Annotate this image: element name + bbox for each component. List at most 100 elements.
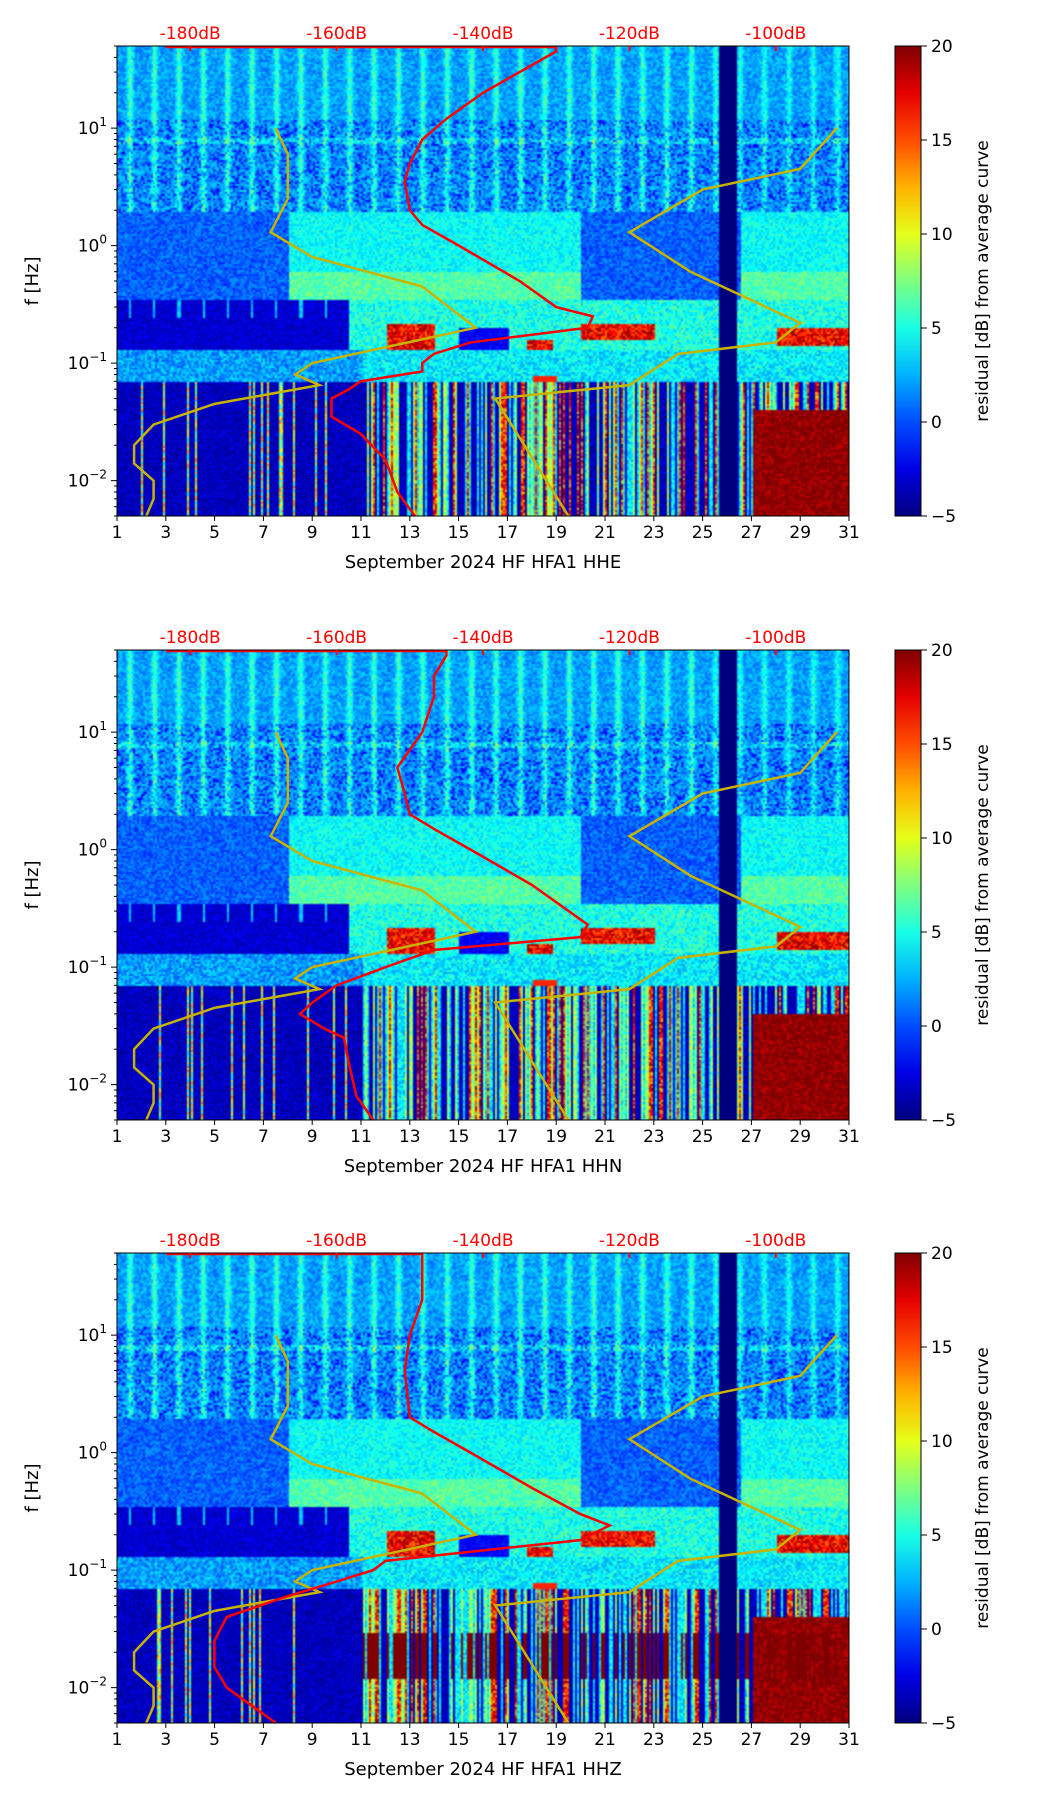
x-tick-label: 29: [789, 1730, 811, 1750]
colorbar-tick-label: 15: [931, 1338, 953, 1358]
top-db-tick-label: -140dB: [452, 628, 513, 648]
y-tick-label: 10^-110−1: [68, 954, 107, 978]
x-tick-label: 5: [209, 1730, 220, 1750]
x-tick-label: 15: [448, 1127, 470, 1147]
y-tick-base: 10: [68, 1561, 90, 1581]
spectrogram-image: [117, 650, 849, 1120]
x-tick-label: 9: [307, 1730, 318, 1750]
spectrogram-panel-hhe: 1 3 5 7 9 11 13 15 17 19 21 23 25 27 29 31 -180dB -160dB -…: [0, 24, 1052, 646]
colorbar-tick-label: 10: [931, 225, 953, 245]
top-db-tick-label: -100dB: [745, 24, 806, 44]
x-tick-label: 25: [692, 1127, 714, 1147]
colorbar-label: residual [dB] from average curve: [973, 744, 993, 1025]
y-tick-exponent: 1: [99, 1322, 107, 1336]
chart-axes: 1 3 5 7 9 11 13 15 17 19 21 23 25 27 29 31-180dB -160dB -…: [22, 24, 993, 573]
chart-axes: 1 3 5 7 9 11 13 15 17 19 21 23 25 27 29 31-180dB -160dB -…: [22, 628, 993, 1177]
top-db-tick-label: -160dB: [306, 628, 367, 648]
colorbar-tick-label: 20: [931, 37, 953, 57]
x-tick-label: 7: [258, 1127, 269, 1147]
y-tick-label: 10^1101: [78, 115, 107, 139]
x-tick-label: 27: [741, 1730, 763, 1750]
top-db-tick-label: -140dB: [452, 1231, 513, 1251]
x-tick-label: 17: [497, 1730, 519, 1750]
colorbar-tick-label: 0: [931, 1017, 942, 1037]
y-tick-exponent: −2: [89, 1072, 107, 1086]
x-tick-label: 3: [160, 1730, 171, 1750]
colorbar-tick-label: 20: [931, 641, 953, 661]
colorbar-tick-label: 0: [931, 413, 942, 433]
y-tick-label: 10^-110−1: [68, 350, 107, 374]
red-curve: [166, 1252, 613, 1725]
y-tick-base: 10: [68, 958, 90, 978]
colorbar-label: residual [dB] from average curve: [973, 140, 993, 421]
x-tick-label: 23: [643, 523, 665, 543]
y-tick-base: 10: [78, 1444, 100, 1464]
y-tick-exponent: −1: [89, 350, 107, 364]
x-tick-label: 27: [741, 1127, 763, 1147]
y-tick-exponent: −1: [89, 1557, 107, 1571]
colorbar-tick-label: 5: [931, 923, 942, 943]
x-tick-label: 11: [350, 1127, 372, 1147]
y-tick-base: 10: [78, 237, 100, 257]
y-tick-label: 10^1101: [78, 719, 107, 743]
y-tick-base: 10: [78, 723, 100, 743]
x-tick-label: 21: [594, 523, 616, 543]
x-tick-label: 3: [160, 523, 171, 543]
x-tick-label: 3: [160, 1127, 171, 1147]
x-tick-label: 23: [643, 1127, 665, 1147]
y-tick-label: 10^0100: [78, 233, 107, 257]
y-tick-base: 10: [78, 841, 100, 861]
spectrogram-panel-hhz: 1 3 5 7 9 11 13 15 17 19 21 23 25 27 29 31 -180dB -160dB -…: [0, 1231, 1052, 1806]
top-db-tick-label: -120dB: [599, 24, 660, 44]
top-db-tick-label: -100dB: [745, 1231, 806, 1251]
x-tick-label: 19: [545, 523, 567, 543]
colorbar-tick-label: 15: [931, 131, 953, 151]
colorbar-tick-label: −5: [931, 1714, 956, 1734]
colorbar-tick-label: 0: [931, 1620, 942, 1640]
colorbar-label: residual [dB] from average curve: [973, 1347, 993, 1628]
x-tick-label: 25: [692, 1730, 714, 1750]
y-tick-label: 10^0100: [78, 837, 107, 861]
colorbar-tick-label: −5: [931, 507, 956, 527]
colorbar: [894, 45, 922, 517]
x-tick-label: 13: [399, 523, 421, 543]
colorbar-tick-label: 15: [931, 735, 953, 755]
x-tick-label: 9: [307, 1127, 318, 1147]
x-tick-label: 13: [399, 1127, 421, 1147]
top-db-tick-label: -160dB: [306, 24, 367, 44]
x-tick-label: 27: [741, 523, 763, 543]
y-tick-base: 10: [68, 1679, 90, 1699]
yellow-curve-left: [132, 127, 479, 517]
y-tick-label: 10^-110−1: [68, 1557, 107, 1581]
colorbar: [894, 649, 922, 1121]
top-db-tick-label: -180dB: [160, 1231, 221, 1251]
colorbar-tick-label: 10: [931, 1432, 953, 1452]
axes-frame: [116, 649, 850, 1121]
x-tick-label: 31: [838, 523, 860, 543]
y-tick-exponent: 1: [99, 719, 107, 733]
y-tick-label: 10^0100: [78, 1440, 107, 1464]
colorbar: [894, 1252, 922, 1724]
x-tick-label: 31: [838, 1730, 860, 1750]
top-db-tick-label: -120dB: [599, 628, 660, 648]
top-db-tick-label: -160dB: [306, 1231, 367, 1251]
axes-frame: [116, 1252, 850, 1724]
x-tick-label: 15: [448, 523, 470, 543]
colorbar-tick-label: 20: [931, 1244, 953, 1264]
x-axis-label: September 2024 HF HFA1 HHE: [345, 552, 622, 573]
x-tick-label: 15: [448, 1730, 470, 1750]
spectrogram-image: [117, 46, 849, 516]
x-tick-label: 9: [307, 523, 318, 543]
yellow-curve-left: [132, 731, 479, 1121]
y-tick-exponent: −2: [89, 1675, 107, 1689]
top-db-tick-label: -180dB: [160, 24, 221, 44]
x-tick-label: 21: [594, 1730, 616, 1750]
x-tick-label: 5: [209, 523, 220, 543]
y-tick-exponent: 1: [99, 115, 107, 129]
red-curve: [166, 649, 590, 1121]
x-tick-label: 13: [399, 1730, 421, 1750]
x-tick-label: 7: [258, 523, 269, 543]
x-tick-label: 11: [350, 1730, 372, 1750]
y-axis-label: f [Hz]: [22, 860, 43, 909]
y-tick-base: 10: [78, 1326, 100, 1346]
